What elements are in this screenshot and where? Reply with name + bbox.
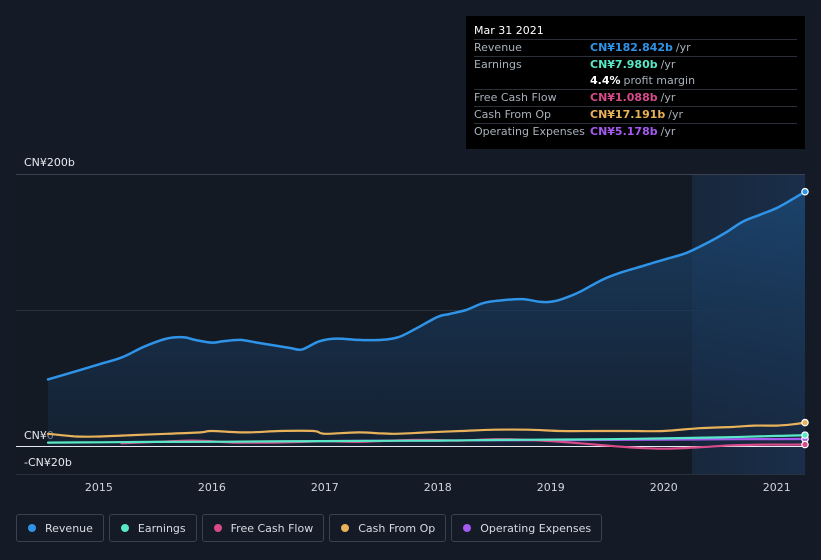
tooltip-row-unit: /yr xyxy=(668,108,684,121)
tooltip-row-unit: /yr xyxy=(660,58,676,71)
tooltip-row: Free Cash Flow CN¥1.088b/yr xyxy=(474,89,797,106)
financial-chart: CN¥200b CN¥0 -CN¥20b 2015 2016 2017 2018 201… xyxy=(16,156,809,494)
legend-item-revenue[interactable]: Revenue xyxy=(16,514,104,542)
legend-label: Revenue xyxy=(45,521,93,535)
legend-dot-icon xyxy=(341,524,350,532)
tooltip-row-label: Operating Expenses xyxy=(474,125,585,138)
revenue-line xyxy=(46,190,807,381)
revenue-end-point[interactable] xyxy=(801,187,809,196)
revenue-area xyxy=(48,191,805,446)
x-tick-label: 2018 xyxy=(424,481,452,494)
legend-item-free-cash-flow[interactable]: Free Cash Flow xyxy=(201,514,325,542)
y-axis-bottom-label: -CN¥20b xyxy=(24,456,72,469)
legend-label: Cash From Op xyxy=(358,521,436,535)
tooltip-row-unit: /yr xyxy=(660,91,676,104)
legend-dot-icon xyxy=(120,524,129,532)
tooltip-row: Earnings CN¥7.980b/yr xyxy=(474,56,797,73)
tooltip-row-value: CN¥1.088b xyxy=(590,91,658,104)
legend-item-earnings[interactable]: Earnings xyxy=(108,514,197,542)
tooltip-row: Revenue CN¥182.842b/yr xyxy=(474,39,797,56)
legend-label: Earnings xyxy=(137,521,186,535)
x-axis-ticks: 2015 2016 2017 2018 2019 2020 2021 xyxy=(85,481,791,494)
tooltip-row-unit: profit margin xyxy=(623,74,696,87)
tooltip-row-label: Earnings xyxy=(474,58,522,71)
tooltip-row-unit: /yr xyxy=(660,125,676,138)
legend: Revenue Earnings Free Cash Flow Cash From O… xyxy=(16,514,603,542)
tooltip-row: 4.4% profit margin xyxy=(474,73,797,89)
x-tick-label: 2021 xyxy=(763,481,791,494)
free-cash-flow-end-point[interactable] xyxy=(801,440,809,449)
tooltip-row-label: Revenue xyxy=(474,41,522,54)
tooltip-row-value: CN¥5.178b xyxy=(590,125,658,138)
series-layer xyxy=(46,187,809,450)
legend-item-operating-expenses[interactable]: Operating Expenses xyxy=(451,514,603,542)
tooltip-row-value: 4.4% xyxy=(590,74,621,87)
y-axis-top-label: CN¥200b xyxy=(24,156,75,169)
legend-label: Operating Expenses xyxy=(480,521,592,535)
legend-label: Free Cash Flow xyxy=(230,521,314,535)
earnings-end-point[interactable] xyxy=(801,431,809,439)
tooltip-row-value: CN¥17.191b xyxy=(590,108,666,121)
tooltip-row-label: Cash From Op xyxy=(474,108,552,121)
tooltip-date: Mar 31 2021 xyxy=(474,24,544,37)
x-tick-label: 2019 xyxy=(537,481,565,494)
cash-from-op-line xyxy=(46,421,807,438)
tooltip-row: Cash From Op CN¥17.191b/yr xyxy=(474,106,797,123)
tooltip-row: Operating Expenses CN¥5.178b/yr xyxy=(474,123,797,140)
tooltip-row-value: CN¥7.980b xyxy=(590,58,658,71)
tooltip-row-value: CN¥182.842b xyxy=(590,41,673,54)
legend-dot-icon xyxy=(463,524,472,532)
y-axis-zero-label: CN¥0 xyxy=(24,429,54,442)
legend-dot-icon xyxy=(28,524,36,532)
tooltip-panel: Mar 31 2021 Revenue CN¥182.842b/yr Earning… xyxy=(466,16,805,149)
tooltip-rows: Revenue CN¥182.842b/yr Earnings CN¥7.980b/y… xyxy=(474,39,797,140)
x-tick-label: 2020 xyxy=(650,481,678,494)
tooltip-row-label xyxy=(474,73,590,89)
earnings-line xyxy=(46,434,807,444)
tooltip-row-unit: /yr xyxy=(675,41,691,54)
tooltip-row-label: Free Cash Flow xyxy=(474,91,557,104)
cash-from-op-end-point[interactable] xyxy=(801,418,809,427)
x-tick-label: 2015 xyxy=(85,481,113,494)
legend-dot-icon xyxy=(213,524,222,532)
legend-item-cash-from-op[interactable]: Cash From Op xyxy=(329,514,447,542)
x-tick-label: 2016 xyxy=(198,481,226,494)
x-tick-label: 2017 xyxy=(311,481,339,494)
